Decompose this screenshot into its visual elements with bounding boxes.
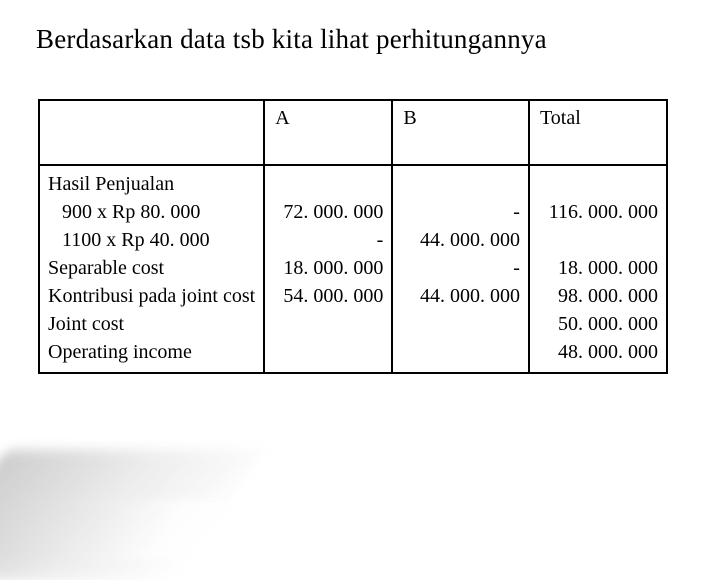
cell-value bbox=[401, 170, 520, 198]
row-label: Operating income bbox=[48, 338, 255, 366]
col-header-b: B bbox=[392, 100, 529, 165]
cell-value: 54. 000. 000 bbox=[273, 282, 383, 310]
row-label: Hasil Penjualan bbox=[48, 170, 255, 198]
table-header-row: A B Total bbox=[39, 100, 667, 165]
calc-table: A B Total Hasil Penjualan 900 x Rp 80. 0… bbox=[38, 99, 668, 374]
cell-value: 44. 000. 000 bbox=[401, 282, 520, 310]
corner-decoration-overlay bbox=[0, 500, 227, 560]
table-data-row: Hasil Penjualan 900 x Rp 80. 000 1100 x … bbox=[39, 165, 667, 373]
cell-value bbox=[538, 226, 658, 254]
cell-value: 50. 000. 000 bbox=[538, 310, 658, 338]
row-label: Kontribusi pada joint cost bbox=[48, 282, 255, 310]
col-total-cell: 116. 000. 000 18. 000. 000 98. 000. 000 … bbox=[529, 165, 667, 373]
table-head: A B Total bbox=[39, 100, 667, 165]
row-label: 1100 x Rp 40. 000 bbox=[48, 226, 255, 254]
cell-value: 72. 000. 000 bbox=[273, 198, 383, 226]
cell-value: 18. 000. 000 bbox=[538, 254, 658, 282]
cell-value bbox=[538, 170, 658, 198]
cell-value: 116. 000. 000 bbox=[538, 198, 658, 226]
cell-value bbox=[273, 338, 383, 366]
cell-value bbox=[401, 338, 520, 366]
row-label: Separable cost bbox=[48, 254, 255, 282]
cell-value: 48. 000. 000 bbox=[538, 338, 658, 366]
row-label: Joint cost bbox=[48, 310, 255, 338]
cell-value: - bbox=[401, 198, 520, 226]
col-header-blank bbox=[39, 100, 264, 165]
row-label: 900 x Rp 80. 000 bbox=[48, 198, 255, 226]
col-a-cell: 72. 000. 000 - 18. 000. 000 54. 000. 000 bbox=[264, 165, 392, 373]
row-labels-cell: Hasil Penjualan 900 x Rp 80. 000 1100 x … bbox=[39, 165, 264, 373]
cell-value bbox=[273, 170, 383, 198]
cell-value bbox=[401, 310, 520, 338]
cell-value bbox=[273, 310, 383, 338]
slide-title: Berdasarkan data tsb kita lihat perhitun… bbox=[36, 24, 684, 55]
table-body: Hasil Penjualan 900 x Rp 80. 000 1100 x … bbox=[39, 165, 667, 373]
cell-value: 18. 000. 000 bbox=[273, 254, 383, 282]
cell-value: 98. 000. 000 bbox=[538, 282, 658, 310]
col-header-a: A bbox=[264, 100, 392, 165]
slide: Berdasarkan data tsb kita lihat perhitun… bbox=[0, 0, 720, 374]
col-b-cell: - 44. 000. 000 - 44. 000. 000 bbox=[392, 165, 529, 373]
cell-value: - bbox=[273, 226, 383, 254]
cell-value: 44. 000. 000 bbox=[401, 226, 520, 254]
col-header-total: Total bbox=[529, 100, 667, 165]
cell-value: - bbox=[401, 254, 520, 282]
